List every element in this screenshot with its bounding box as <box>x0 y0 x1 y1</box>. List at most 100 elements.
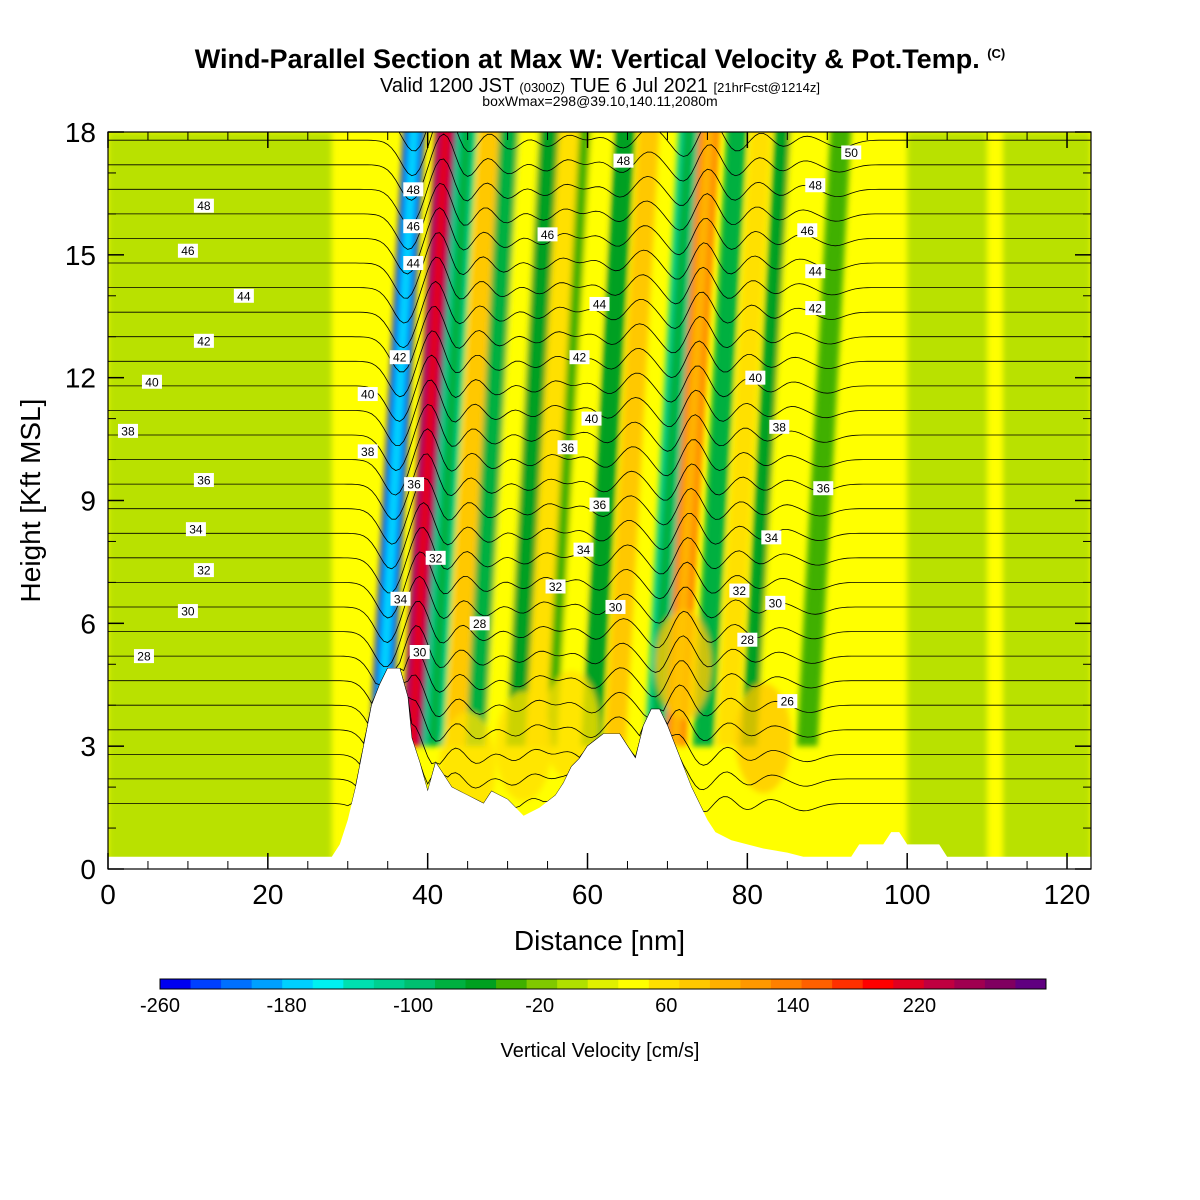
contour-label-text: 32 <box>549 580 563 594</box>
contour-label-5: 38 <box>117 423 138 438</box>
contour-label-bg <box>425 550 446 565</box>
contour-label-bg <box>404 477 425 492</box>
contour-label-3: 34 <box>185 522 206 537</box>
theta-contour-25 <box>108 158 1091 225</box>
contour-label-bg <box>390 591 411 606</box>
x-axis-label: Distance [nm] <box>514 925 685 956</box>
title-main: Wind-Parallel Section at Max W: Vertical… <box>194 44 980 74</box>
contour-label-13: 42 <box>389 350 410 365</box>
contour-label-bg <box>765 595 786 610</box>
colorbar-tick-label: -180 <box>267 995 307 1017</box>
contour-label-bg <box>805 264 826 279</box>
chart-subtitle: Valid 1200 JST (0300Z) TUE 6 Jul 2021 [2… <box>0 75 1200 98</box>
x-tick-label: 80 <box>732 879 763 910</box>
contour-label-text: 46 <box>541 228 555 242</box>
updraft-band-3 <box>525 132 580 747</box>
contour-label-38: 38 <box>769 419 790 434</box>
contour-label-bg <box>589 497 610 512</box>
contour-label-bg <box>589 296 610 311</box>
colorbar-swatch-7 <box>373 979 405 989</box>
contour-label-text: 44 <box>407 257 421 271</box>
contour-label-25: 40 <box>581 411 602 426</box>
warm-blob-0 <box>495 691 552 802</box>
colorbar-swatch-12 <box>526 979 558 989</box>
contour-label-bg <box>569 350 590 365</box>
theta-contour-17 <box>108 354 1091 422</box>
contour-label-text: 40 <box>145 375 159 389</box>
downdraft-band-2 <box>465 132 520 747</box>
updraft-core-6 <box>668 132 716 747</box>
y-axis-label: Height [Kft MSL] <box>15 399 46 603</box>
contour-label-43: 28 <box>737 632 758 647</box>
contour-label-text: 30 <box>609 600 623 614</box>
theta-contour-21 <box>108 256 1091 324</box>
contour-label-29: 32 <box>545 579 566 594</box>
contour-label-text: 46 <box>181 244 195 258</box>
colorbar-swatch-13 <box>557 979 589 989</box>
contour-label-text: 38 <box>773 420 787 434</box>
contour-label-1: 30 <box>177 604 198 619</box>
colorbar-swatch-4 <box>282 979 314 989</box>
contour-label-bg <box>777 694 798 709</box>
contour-label-21: 28 <box>469 616 490 631</box>
contour-label-bg <box>133 649 154 664</box>
contour-label-text: 44 <box>593 297 607 311</box>
theta-contour-29 <box>108 60 1091 126</box>
contour-label-bg <box>737 632 758 647</box>
colorbar-tick-label: 220 <box>903 995 936 1017</box>
valid-time: Valid 1200 JST <box>380 75 514 97</box>
contour-label-bg <box>185 522 206 537</box>
colorbar-swatch-24 <box>893 979 925 989</box>
y-tick-label: 15 <box>65 240 96 271</box>
contour-label-39: 36 <box>813 481 834 496</box>
contour-label-text: 36 <box>197 474 211 488</box>
updraft-band-8 <box>756 132 812 747</box>
contour-label-text: 38 <box>121 424 135 438</box>
theta-contour-6 <box>108 625 1091 686</box>
updraft-band-2 <box>485 132 540 747</box>
contour-label-bg <box>761 530 782 545</box>
contour-label-bg <box>537 227 558 242</box>
contour-label-text: 42 <box>393 351 407 365</box>
contour-label-bg <box>403 182 424 197</box>
contour-label-9: 46 <box>177 243 198 258</box>
colorbar-swatch-18 <box>709 979 741 989</box>
contour-label-17: 36 <box>404 477 425 492</box>
x-tick-label: 60 <box>572 879 603 910</box>
contour-label-text: 46 <box>801 224 815 238</box>
theta-contour-23 <box>108 207 1091 275</box>
contour-label-text: 34 <box>394 592 408 606</box>
contour-label-text: 36 <box>561 441 575 455</box>
contour-label-text: 36 <box>817 482 831 496</box>
colorbar-label: Vertical Velocity [cm/s] <box>501 1040 700 1062</box>
contour-label-bg <box>605 599 626 614</box>
contour-label-bg <box>389 350 410 365</box>
contour-label-12: 38 <box>357 444 378 459</box>
theta-contour-22 <box>108 232 1091 299</box>
contour-label-text: 30 <box>181 605 195 619</box>
colorbar: -260 -180 -100 -20 60 140 220 Vertical Velocity… <box>140 978 1047 1062</box>
terrain-fill <box>108 668 1091 869</box>
contour-label-bg <box>769 419 790 434</box>
contour-label-bg <box>177 604 198 619</box>
theta-contour-14 <box>108 428 1091 496</box>
contour-label-14: 44 <box>403 256 424 271</box>
y-tick-label: 9 <box>80 486 96 517</box>
colorbar-swatch-3 <box>251 979 283 989</box>
colorbar-swatch-28 <box>1015 979 1047 989</box>
theta-contour-9 <box>108 551 1091 619</box>
contour-label-bg <box>357 444 378 459</box>
contour-label-bg <box>233 288 254 303</box>
theta-contour-4 <box>108 668 1091 725</box>
colorbar-swatch-15 <box>618 979 650 989</box>
contour-label-bg <box>193 563 214 578</box>
contour-label-bg <box>581 411 602 426</box>
contour-label-37: 40 <box>745 370 766 385</box>
colorbar-swatch-10 <box>465 979 497 989</box>
contour-label-bg <box>797 223 818 238</box>
contour-label-26: 36 <box>557 440 578 455</box>
updraft-core-0 <box>405 132 453 747</box>
colorbar-swatch-8 <box>404 979 436 989</box>
theta-contour-15 <box>108 404 1091 471</box>
field-patch-1 <box>907 132 988 869</box>
